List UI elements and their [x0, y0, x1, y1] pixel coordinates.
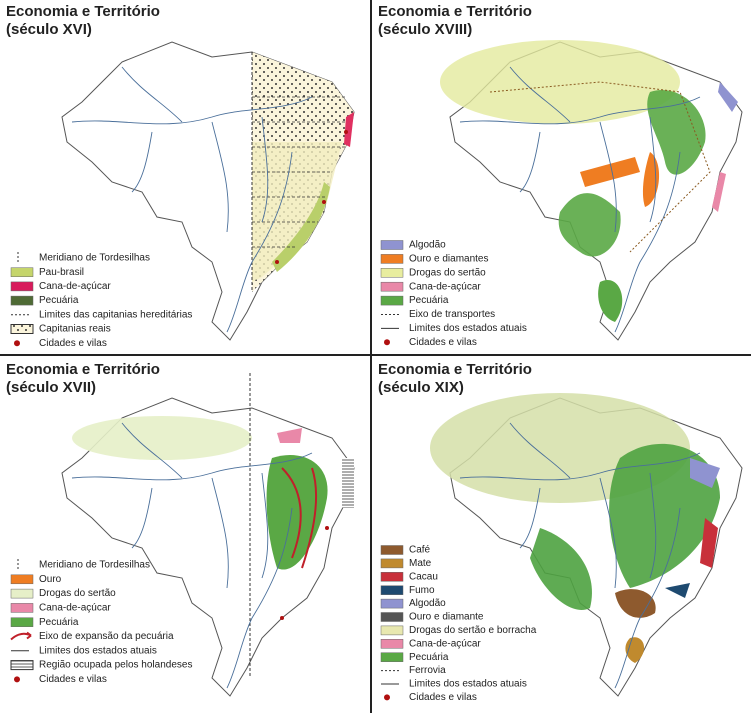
- map-xviii: [440, 40, 743, 341]
- legend-symbol: [14, 676, 20, 683]
- map-xix: [430, 393, 743, 697]
- legend-label: Ouro e diamante: [409, 612, 484, 623]
- legend-label: Eixo de transportes: [409, 309, 495, 320]
- legend-label: Mate: [409, 558, 432, 569]
- legend-swatch: [380, 295, 404, 306]
- legend-label: Limites dos estados atuais: [39, 645, 157, 656]
- legend-label: Pecuária: [409, 652, 449, 663]
- legend-swatch: [10, 588, 34, 599]
- legend-swatch: [10, 324, 34, 334]
- legend-swatch: [380, 598, 404, 609]
- legend-label: Meridiano de Tordesilhas: [39, 253, 150, 264]
- legend-label: Cana-de-açúcar: [39, 281, 111, 292]
- legend-label: Ouro: [39, 574, 62, 585]
- legend-symbol: [384, 694, 390, 701]
- legend-label: Pau-brasil: [39, 267, 84, 278]
- panel-subtitle: (século XVIII): [378, 21, 472, 38]
- legend-label: Meridiano de Tordesilhas: [39, 560, 150, 571]
- legend-swatch: [380, 585, 404, 595]
- legend-label: Limites dos estados atuais: [409, 323, 527, 334]
- legend-swatch: [380, 268, 404, 278]
- legend-label: Pecuária: [39, 617, 79, 628]
- legend-label: Drogas do sertão: [39, 588, 116, 599]
- legend-symbol: [14, 340, 20, 347]
- legend-label: Algodão: [409, 598, 446, 609]
- legend-label: Algodão: [409, 240, 446, 251]
- legend-swatch: [10, 660, 34, 671]
- legend-label: Drogas do sertão e borracha: [409, 625, 537, 636]
- legend-swatch: [380, 639, 404, 649]
- legend-swatch: [10, 617, 34, 627]
- legend-label: Cidades e vilas: [409, 337, 477, 348]
- legend-swatch: [10, 281, 34, 292]
- legend-label: Ouro e diamantes: [409, 254, 489, 265]
- legend-label: Capitanias reais: [39, 324, 111, 335]
- legend-label: Cidades e vilas: [39, 674, 107, 685]
- legend-label: Drogas do sertão: [409, 267, 486, 278]
- legend-label: Região ocupada pelos holandeses: [39, 660, 192, 671]
- legend-label: Pecuária: [39, 295, 79, 306]
- legend-label: Fumo: [409, 585, 435, 596]
- legend-swatch: [380, 558, 404, 569]
- legend-swatch: [380, 572, 404, 582]
- legend-swatch: [380, 625, 404, 636]
- legend-swatch: [380, 254, 404, 264]
- legend-swatch: [380, 281, 404, 292]
- map-xvii: [61, 373, 355, 697]
- legend-label: Cana-de-açúcar: [39, 603, 111, 614]
- legend-label: Cacau: [409, 571, 438, 582]
- panel-subtitle: (século XVII): [6, 379, 96, 396]
- legend-label: Cidades e vilas: [409, 692, 477, 703]
- text-layer: Economia e Território(século XVI)Meridia…: [6, 3, 537, 703]
- legend-label: Pecuária: [409, 295, 449, 306]
- map-xvi: [61, 41, 355, 341]
- legend-symbol: [10, 631, 32, 641]
- legend-swatch: [380, 612, 404, 622]
- legend-label: Ferrovia: [409, 665, 446, 676]
- legend-swatch: [10, 574, 34, 585]
- panel-title: Economia e Território: [378, 361, 532, 378]
- panel-subtitle: (século XIX): [378, 379, 464, 396]
- panel-title: Economia e Território: [378, 3, 532, 20]
- legend-symbol: [384, 339, 390, 346]
- panel-title: Economia e Território: [6, 361, 160, 378]
- legend-swatch: [380, 240, 404, 250]
- legend-label: Cana-de-açúcar: [409, 638, 481, 649]
- legend-label: Limites dos estados atuais: [409, 679, 527, 690]
- legend-swatch: [380, 545, 404, 555]
- legend-label: Limites das capitanias hereditárias: [39, 309, 192, 320]
- legend-label: Cana-de-açúcar: [409, 281, 481, 292]
- legend-label: Café: [409, 545, 431, 556]
- legend-label: Eixo de expansão da pecuária: [39, 631, 174, 642]
- legend-swatch: [380, 652, 404, 662]
- legend-swatch: [10, 295, 34, 306]
- legend-label: Cidades e vilas: [39, 338, 107, 349]
- legend-swatch: [10, 267, 34, 277]
- legend-swatch: [10, 603, 34, 613]
- panel-title: Economia e Território: [6, 3, 160, 20]
- panel-subtitle: (século XVI): [6, 21, 92, 38]
